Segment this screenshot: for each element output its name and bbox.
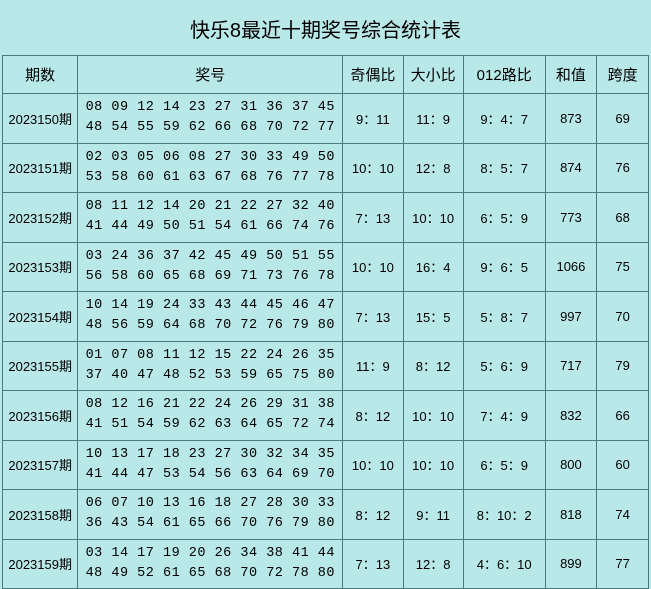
odd-even-cell: 10：10 [343, 440, 403, 490]
odd-even-cell: 9：11 [343, 94, 403, 144]
big-small-cell: 12：8 [403, 143, 463, 193]
numbers-cell: 10 13 17 18 23 27 30 32 34 3541 44 47 53… [78, 440, 343, 490]
numbers-cell: 10 14 19 24 33 43 44 45 46 4748 56 59 64… [78, 292, 343, 342]
odd-even-cell: 8：12 [343, 490, 403, 540]
route-012-cell: 4：6：10 [463, 539, 545, 589]
numbers-cell: 03 14 17 19 20 26 34 38 41 4448 49 52 61… [78, 539, 343, 589]
sum-cell: 997 [545, 292, 597, 342]
big-small-cell: 10：10 [403, 391, 463, 441]
numbers-cell: 08 11 12 14 20 21 22 27 32 4041 44 49 50… [78, 193, 343, 243]
odd-even-cell: 7：13 [343, 193, 403, 243]
odd-even-cell: 10：10 [343, 242, 403, 292]
numbers-cell: 06 07 10 13 16 18 27 28 30 3336 43 54 61… [78, 490, 343, 540]
table-row: 2023156期08 12 16 21 22 24 26 29 31 3841 … [3, 391, 649, 441]
route-012-cell: 9：4：7 [463, 94, 545, 144]
period-cell: 2023155期 [3, 341, 78, 391]
sum-cell: 717 [545, 341, 597, 391]
route-012-cell: 5：8：7 [463, 292, 545, 342]
numbers-cell: 01 07 08 11 12 15 22 24 26 3537 40 47 48… [78, 341, 343, 391]
big-small-cell: 8：12 [403, 341, 463, 391]
header-big-small: 大小比 [403, 56, 463, 94]
span-cell: 76 [597, 143, 649, 193]
sum-cell: 1066 [545, 242, 597, 292]
numbers-cell: 08 12 16 21 22 24 26 29 31 3841 51 54 59… [78, 391, 343, 441]
sum-cell: 818 [545, 490, 597, 540]
sum-cell: 773 [545, 193, 597, 243]
header-odd-even: 奇偶比 [343, 56, 403, 94]
table-title: 快乐8最近十期奖号综合统计表 [2, 2, 649, 55]
span-cell: 70 [597, 292, 649, 342]
period-cell: 2023157期 [3, 440, 78, 490]
odd-even-cell: 11：9 [343, 341, 403, 391]
big-small-cell: 15：5 [403, 292, 463, 342]
odd-even-cell: 8：12 [343, 391, 403, 441]
span-cell: 75 [597, 242, 649, 292]
route-012-cell: 5：6：9 [463, 341, 545, 391]
route-012-cell: 9：6：5 [463, 242, 545, 292]
big-small-cell: 11：9 [403, 94, 463, 144]
table-row: 2023158期06 07 10 13 16 18 27 28 30 3336 … [3, 490, 649, 540]
table-row: 2023150期08 09 12 14 23 27 31 36 37 4548 … [3, 94, 649, 144]
table-row: 2023153期03 24 36 37 42 45 49 50 51 5556 … [3, 242, 649, 292]
numbers-cell: 08 09 12 14 23 27 31 36 37 4548 54 55 59… [78, 94, 343, 144]
big-small-cell: 12：8 [403, 539, 463, 589]
period-cell: 2023159期 [3, 539, 78, 589]
span-cell: 60 [597, 440, 649, 490]
period-cell: 2023152期 [3, 193, 78, 243]
sum-cell: 899 [545, 539, 597, 589]
numbers-cell: 03 24 36 37 42 45 49 50 51 5556 58 60 65… [78, 242, 343, 292]
header-row: 期数 奖号 奇偶比 大小比 012路比 和值 跨度 [3, 56, 649, 94]
header-numbers: 奖号 [78, 56, 343, 94]
table-row: 2023154期10 14 19 24 33 43 44 45 46 4748 … [3, 292, 649, 342]
sum-cell: 800 [545, 440, 597, 490]
table-row: 2023159期03 14 17 19 20 26 34 38 41 4448 … [3, 539, 649, 589]
big-small-cell: 10：10 [403, 193, 463, 243]
route-012-cell: 8：5：7 [463, 143, 545, 193]
header-span: 跨度 [597, 56, 649, 94]
period-cell: 2023156期 [3, 391, 78, 441]
period-cell: 2023158期 [3, 490, 78, 540]
span-cell: 66 [597, 391, 649, 441]
odd-even-cell: 10：10 [343, 143, 403, 193]
period-cell: 2023154期 [3, 292, 78, 342]
route-012-cell: 7：4：9 [463, 391, 545, 441]
route-012-cell: 6：5：9 [463, 440, 545, 490]
header-sum: 和值 [545, 56, 597, 94]
sum-cell: 874 [545, 143, 597, 193]
header-period: 期数 [3, 56, 78, 94]
odd-even-cell: 7：13 [343, 292, 403, 342]
period-cell: 2023150期 [3, 94, 78, 144]
span-cell: 79 [597, 341, 649, 391]
stats-table: 期数 奖号 奇偶比 大小比 012路比 和值 跨度 2023150期08 09 … [2, 55, 649, 589]
table-row: 2023151期02 03 05 06 08 27 30 33 49 5053 … [3, 143, 649, 193]
span-cell: 69 [597, 94, 649, 144]
route-012-cell: 8：10：2 [463, 490, 545, 540]
header-route-012: 012路比 [463, 56, 545, 94]
span-cell: 77 [597, 539, 649, 589]
period-cell: 2023153期 [3, 242, 78, 292]
table-row: 2023155期01 07 08 11 12 15 22 24 26 3537 … [3, 341, 649, 391]
numbers-cell: 02 03 05 06 08 27 30 33 49 5053 58 60 61… [78, 143, 343, 193]
big-small-cell: 16：4 [403, 242, 463, 292]
span-cell: 68 [597, 193, 649, 243]
table-row: 2023152期08 11 12 14 20 21 22 27 32 4041 … [3, 193, 649, 243]
big-small-cell: 10：10 [403, 440, 463, 490]
sum-cell: 832 [545, 391, 597, 441]
route-012-cell: 6：5：9 [463, 193, 545, 243]
big-small-cell: 9：11 [403, 490, 463, 540]
sum-cell: 873 [545, 94, 597, 144]
period-cell: 2023151期 [3, 143, 78, 193]
table-row: 2023157期10 13 17 18 23 27 30 32 34 3541 … [3, 440, 649, 490]
span-cell: 74 [597, 490, 649, 540]
odd-even-cell: 7：13 [343, 539, 403, 589]
